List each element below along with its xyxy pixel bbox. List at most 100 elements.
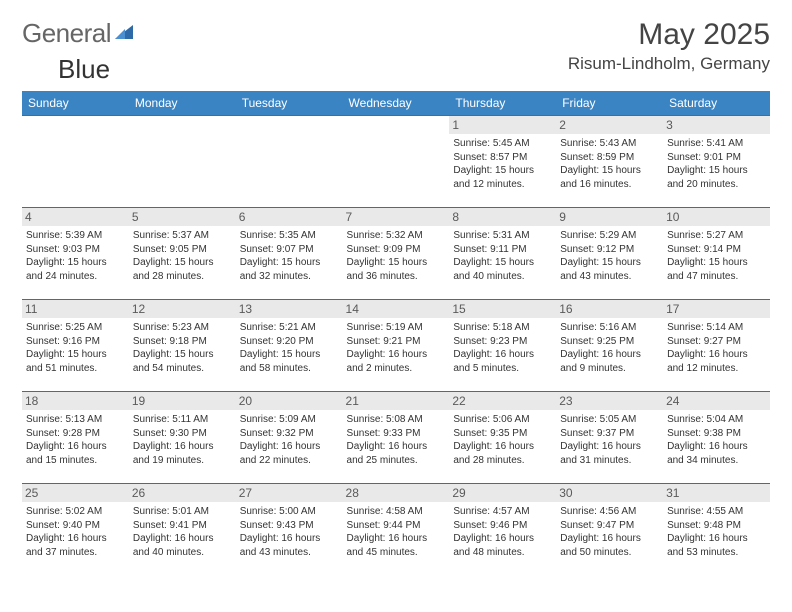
brand-part2: Blue <box>58 54 110 84</box>
calendar-day: 28 Sunrise: 4:58 AMSunset: 9:44 PMDayligh… <box>343 484 450 576</box>
calendar-day: 6 Sunrise: 5:35 AMSunset: 9:07 PMDaylight… <box>236 208 343 300</box>
calendar-table: SundayMondayTuesdayWednesdayThursdayFrid… <box>22 91 770 576</box>
day-number: 21 <box>343 392 450 410</box>
weekday-header: Thursday <box>449 91 556 116</box>
calendar-day: 11Sunrise: 5:25 AMSunset: 9:16 PMDayligh… <box>22 300 129 392</box>
day-info: Sunrise: 5:21 AMSunset: 9:20 PMDaylight:… <box>240 321 339 375</box>
calendar-day: 20Sunrise: 5:09 AMSunset: 9:32 PMDayligh… <box>236 392 343 484</box>
brand-logo: General <box>22 18 135 49</box>
day-number: 29 <box>449 484 556 502</box>
calendar-empty <box>22 116 129 208</box>
day-info: Sunrise: 5:27 AMSunset: 9:14 PMDaylight:… <box>667 229 766 283</box>
calendar-day: 25 Sunrise: 5:02 AMSunset: 9:40 PMDayligh… <box>22 484 129 576</box>
day-info: Sunrise: 5:04 AMSunset: 9:38 PMDaylight:… <box>667 413 766 467</box>
day-info: Sunrise: 5:01 AMSunset: 9:41 PMDaylight:… <box>133 505 232 559</box>
day-number: 7 <box>343 208 450 226</box>
day-info: Sunrise: 5:00 AMSunset: 9:43 PMDaylight:… <box>240 505 339 559</box>
calendar-day: 15 Sunrise: 5:18 AMSunset: 9:23 PMDayligh… <box>449 300 556 392</box>
calendar-day: 16 Sunrise: 5:16 AMSunset: 9:25 PMDayligh… <box>556 300 663 392</box>
day-number: 6 <box>236 208 343 226</box>
calendar-row: 18 Sunrise: 5:13 AMSunset: 9:28 PMDayligh… <box>22 392 770 484</box>
brand-part1: General <box>22 18 111 49</box>
calendar-header-row: SundayMondayTuesdayWednesdayThursdayFrid… <box>22 91 770 116</box>
day-info: Sunrise: 5:29 AMSunset: 9:12 PMDaylight:… <box>560 229 659 283</box>
day-number: 18 <box>22 392 129 410</box>
calendar-day: 27 Sunrise: 5:00 AMSunset: 9:43 PMDayligh… <box>236 484 343 576</box>
calendar-day: 7 Sunrise: 5:32 AMSunset: 9:09 PMDaylight… <box>343 208 450 300</box>
day-number: 4 <box>22 208 129 226</box>
day-info: Sunrise: 5:35 AMSunset: 9:07 PMDaylight:… <box>240 229 339 283</box>
calendar-day: 31Sunrise: 4:55 AMSunset: 9:48 PMDayligh… <box>663 484 770 576</box>
calendar-day: 3 Sunrise: 5:41 AMSunset: 9:01 PMDaylight… <box>663 116 770 208</box>
day-info: Sunrise: 5:13 AMSunset: 9:28 PMDaylight:… <box>26 413 125 467</box>
day-number: 5 <box>129 208 236 226</box>
calendar-day: 10 Sunrise: 5:27 AMSunset: 9:14 PMDayligh… <box>663 208 770 300</box>
weekday-header: Wednesday <box>343 91 450 116</box>
calendar-day: 18 Sunrise: 5:13 AMSunset: 9:28 PMDayligh… <box>22 392 129 484</box>
day-info: Sunrise: 4:56 AMSunset: 9:47 PMDaylight:… <box>560 505 659 559</box>
day-number: 12 <box>129 300 236 318</box>
day-number: 3 <box>663 116 770 134</box>
day-number: 26 <box>129 484 236 502</box>
weekday-header: Monday <box>129 91 236 116</box>
day-info: Sunrise: 5:39 AMSunset: 9:03 PMDaylight:… <box>26 229 125 283</box>
calendar-day: 26 Sunrise: 5:01 AMSunset: 9:41 PMDayligh… <box>129 484 236 576</box>
day-info: Sunrise: 5:14 AMSunset: 9:27 PMDaylight:… <box>667 321 766 375</box>
weekday-header: Saturday <box>663 91 770 116</box>
calendar-day: 21Sunrise: 5:08 AMSunset: 9:33 PMDayligh… <box>343 392 450 484</box>
day-number: 9 <box>556 208 663 226</box>
calendar-day: 23Sunrise: 5:05 AMSunset: 9:37 PMDayligh… <box>556 392 663 484</box>
day-info: Sunrise: 5:32 AMSunset: 9:09 PMDaylight:… <box>347 229 446 283</box>
calendar-day: 9 Sunrise: 5:29 AMSunset: 9:12 PMDaylight… <box>556 208 663 300</box>
day-number: 20 <box>236 392 343 410</box>
day-number: 13 <box>236 300 343 318</box>
calendar-row: 25 Sunrise: 5:02 AMSunset: 9:40 PMDayligh… <box>22 484 770 576</box>
day-info: Sunrise: 5:16 AMSunset: 9:25 PMDaylight:… <box>560 321 659 375</box>
calendar-day: 19 Sunrise: 5:11 AMSunset: 9:30 PMDayligh… <box>129 392 236 484</box>
day-info: Sunrise: 4:57 AMSunset: 9:46 PMDaylight:… <box>453 505 552 559</box>
day-info: Sunrise: 5:06 AMSunset: 9:35 PMDaylight:… <box>453 413 552 467</box>
day-info: Sunrise: 5:45 AMSunset: 8:57 PMDaylight:… <box>453 137 552 191</box>
calendar-day: 13 Sunrise: 5:21 AMSunset: 9:20 PMDayligh… <box>236 300 343 392</box>
calendar-row: 4 Sunrise: 5:39 AMSunset: 9:03 PMDaylight… <box>22 208 770 300</box>
calendar-row: 11Sunrise: 5:25 AMSunset: 9:16 PMDayligh… <box>22 300 770 392</box>
calendar-day: 12 Sunrise: 5:23 AMSunset: 9:18 PMDayligh… <box>129 300 236 392</box>
day-number: 16 <box>556 300 663 318</box>
calendar-empty <box>236 116 343 208</box>
calendar-day: 17 Sunrise: 5:14 AMSunset: 9:27 PMDayligh… <box>663 300 770 392</box>
calendar-day: 30Sunrise: 4:56 AMSunset: 9:47 PMDayligh… <box>556 484 663 576</box>
day-info: Sunrise: 5:37 AMSunset: 9:05 PMDaylight:… <box>133 229 232 283</box>
day-info: Sunrise: 4:55 AMSunset: 9:48 PMDaylight:… <box>667 505 766 559</box>
day-number: 15 <box>449 300 556 318</box>
day-number: 22 <box>449 392 556 410</box>
weekday-header: Friday <box>556 91 663 116</box>
day-number: 28 <box>343 484 450 502</box>
weekday-header: Tuesday <box>236 91 343 116</box>
calendar-day: 4 Sunrise: 5:39 AMSunset: 9:03 PMDaylight… <box>22 208 129 300</box>
weekday-header: Sunday <box>22 91 129 116</box>
day-number: 14 <box>343 300 450 318</box>
title-block: May 2025 Risum-Lindholm, Germany <box>568 18 770 74</box>
day-info: Sunrise: 5:11 AMSunset: 9:30 PMDaylight:… <box>133 413 232 467</box>
day-info: Sunrise: 5:41 AMSunset: 9:01 PMDaylight:… <box>667 137 766 191</box>
day-info: Sunrise: 5:18 AMSunset: 9:23 PMDaylight:… <box>453 321 552 375</box>
day-number: 24 <box>663 392 770 410</box>
day-info: Sunrise: 5:43 AMSunset: 8:59 PMDaylight:… <box>560 137 659 191</box>
day-number: 10 <box>663 208 770 226</box>
sail-icon <box>113 23 135 41</box>
day-info: Sunrise: 4:58 AMSunset: 9:44 PMDaylight:… <box>347 505 446 559</box>
day-number: 25 <box>22 484 129 502</box>
calendar-row: 1Sunrise: 5:45 AMSunset: 8:57 PMDaylight… <box>22 116 770 208</box>
day-info: Sunrise: 5:02 AMSunset: 9:40 PMDaylight:… <box>26 505 125 559</box>
day-info: Sunrise: 5:23 AMSunset: 9:18 PMDaylight:… <box>133 321 232 375</box>
calendar-day: 5 Sunrise: 5:37 AMSunset: 9:05 PMDaylight… <box>129 208 236 300</box>
calendar-body: 1Sunrise: 5:45 AMSunset: 8:57 PMDaylight… <box>22 116 770 576</box>
day-info: Sunrise: 5:31 AMSunset: 9:11 PMDaylight:… <box>453 229 552 283</box>
day-number: 19 <box>129 392 236 410</box>
day-number: 17 <box>663 300 770 318</box>
day-number: 2 <box>556 116 663 134</box>
calendar-day: 1Sunrise: 5:45 AMSunset: 8:57 PMDaylight… <box>449 116 556 208</box>
month-title: May 2025 <box>568 18 770 52</box>
calendar-day: 2 Sunrise: 5:43 AMSunset: 8:59 PMDaylight… <box>556 116 663 208</box>
day-number: 27 <box>236 484 343 502</box>
